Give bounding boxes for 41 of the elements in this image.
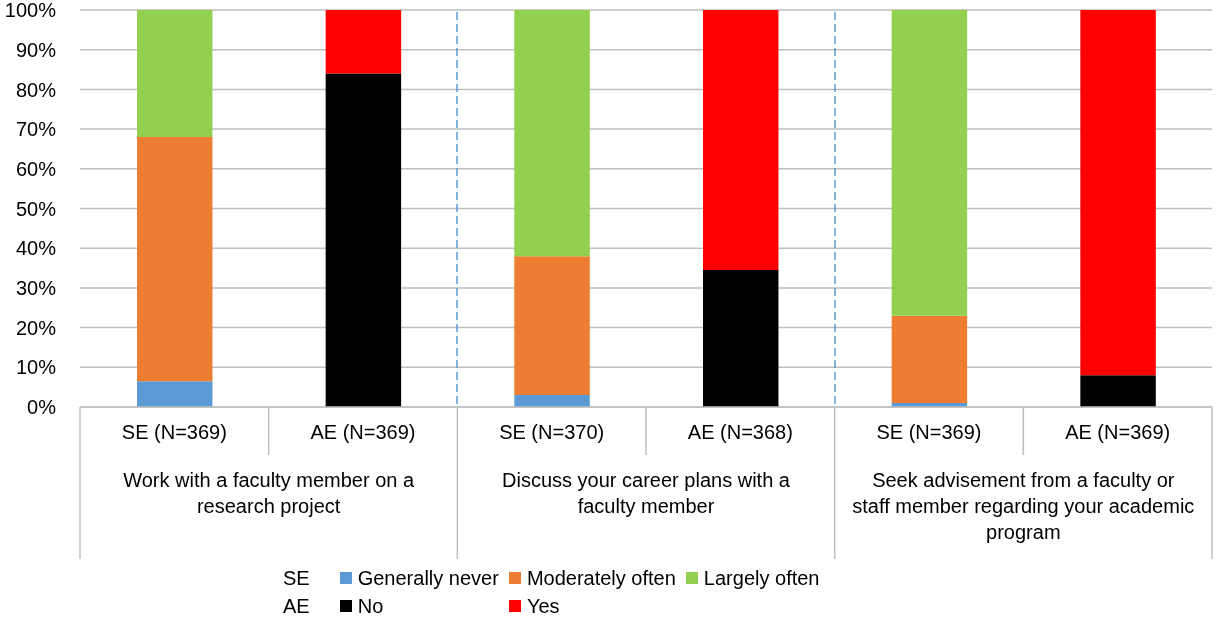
y-tick-label: 90% bbox=[15, 38, 57, 61]
y-tick-label: 70% bbox=[15, 118, 57, 141]
bar bbox=[703, 270, 779, 407]
bar bbox=[703, 10, 779, 271]
y-tick-label: 30% bbox=[15, 277, 57, 299]
bar bbox=[1080, 10, 1156, 376]
text: Work with a faculty member on a research project bbox=[122, 468, 416, 519]
legend-label: Yes bbox=[526, 594, 560, 619]
legend-label: Generally never bbox=[357, 566, 499, 591]
bar bbox=[325, 73, 402, 407]
y-tick-label: 80% bbox=[15, 78, 57, 101]
bar bbox=[137, 137, 213, 382]
bar bbox=[891, 10, 968, 316]
y-tick-label: 40% bbox=[15, 237, 57, 260]
y-tick-label: 0% bbox=[27, 396, 57, 419]
text: SE bbox=[283, 566, 311, 591]
bar bbox=[325, 10, 402, 74]
y-tick-label: 60% bbox=[15, 157, 57, 180]
bar bbox=[514, 256, 590, 396]
x-tick-label: AE (N=369) bbox=[1065, 421, 1171, 444]
x-tick-label: AE (N=369) bbox=[310, 421, 416, 444]
bar bbox=[891, 315, 968, 404]
bar bbox=[1080, 375, 1156, 407]
x-tick-label: SE (N=369) bbox=[876, 421, 982, 444]
bar bbox=[514, 395, 590, 407]
y-tick-label: 100% bbox=[4, 0, 57, 22]
y-tick-label: 20% bbox=[15, 316, 57, 339]
text: Seek advisement from a faculty or staff member regarding your academic program bbox=[851, 468, 1196, 545]
text: Discuss your career plans with a faculty member bbox=[501, 468, 791, 519]
legend-label: Largely often bbox=[703, 566, 820, 591]
legend-label: Moderately often bbox=[526, 566, 676, 591]
y-tick-label: 50% bbox=[15, 197, 57, 220]
x-tick-label: SE (N=369) bbox=[121, 421, 227, 444]
x-tick-label: SE (N=370) bbox=[499, 421, 605, 444]
legend-label: No bbox=[357, 594, 384, 619]
y-tick-label: 10% bbox=[15, 356, 57, 379]
x-tick-label: AE (N=368) bbox=[687, 421, 793, 444]
text: AE bbox=[283, 594, 311, 619]
bar bbox=[137, 10, 213, 138]
bar bbox=[514, 10, 590, 257]
bar bbox=[137, 381, 213, 407]
